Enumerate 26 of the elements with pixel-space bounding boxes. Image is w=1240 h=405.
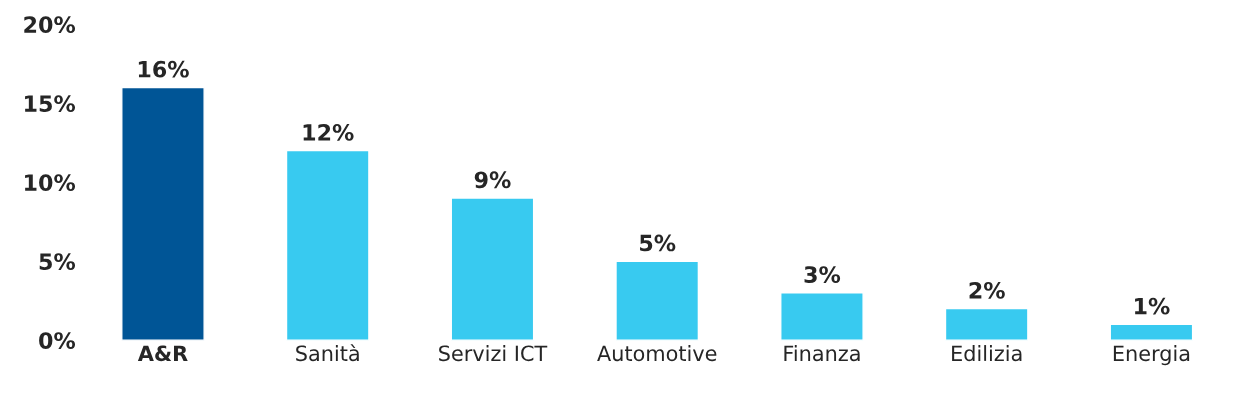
x-tick-label: A&R [137, 345, 188, 362]
y-tick-label: 10% [25, 174, 76, 192]
x-tick-label: Automotive [597, 345, 717, 362]
data-label: 12% [303, 123, 354, 141]
data-label: 9% [474, 171, 511, 189]
data-label: 1% [1135, 297, 1170, 315]
y-tick-label: 0% [39, 332, 76, 349]
bar [285, 149, 370, 341]
y-tick-label: 15% [25, 95, 76, 113]
bar [1109, 323, 1194, 341]
x-tick-label: Energia [1113, 345, 1190, 366]
bar [450, 197, 535, 341]
data-label: 16% [138, 60, 189, 78]
y-tick-label: 20% [24, 16, 76, 34]
data-label: 2% [969, 281, 1005, 299]
data-label: 5% [640, 234, 676, 252]
x-tick-label: Servizi ICT [439, 345, 548, 362]
x-tick-label: Sanità [296, 344, 359, 362]
x-tick-label: Finanza [784, 345, 860, 362]
bar [121, 86, 205, 341]
bar [615, 260, 700, 341]
data-label: 3% [804, 266, 841, 283]
bar [780, 292, 864, 341]
x-tick-label: Edilizia [952, 345, 1022, 362]
y-tick-label: 5% [39, 253, 76, 270]
bar [944, 307, 1029, 341]
